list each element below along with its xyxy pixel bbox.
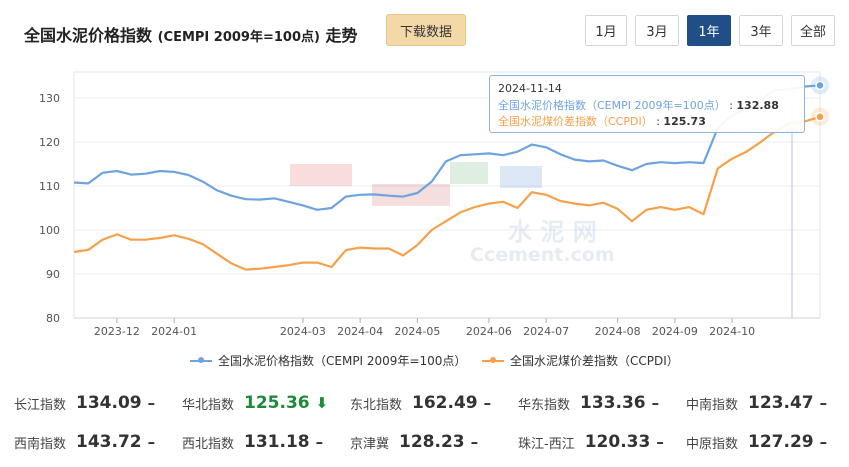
sub-index-name: 华东指数 [518, 397, 571, 413]
watermark-stripe-red [290, 164, 352, 186]
y-tick-label: 110 [39, 180, 60, 193]
header: 全国水泥价格指数 (CEMPI 2009年=100点) 走势 下载数据 1月 3… [0, 0, 849, 62]
sub-index-name: 珠江-西江 [518, 436, 575, 452]
sub-index-item[interactable]: 东北指数 162.49– [350, 390, 491, 416]
range-1y-button[interactable]: 1年 [687, 15, 731, 46]
trend-flat-icon: – [315, 433, 324, 451]
x-tick-label: 2024-01 [151, 325, 197, 338]
trend-flat-icon: – [656, 433, 664, 451]
sub-index-item[interactable]: 中南指数 123.47– [686, 390, 827, 416]
y-tick-label: 80 [46, 312, 60, 325]
sub-index-value: 125.36 [244, 393, 310, 413]
legend-label-cempi: 全国水泥价格指数（CEMPI 2009年=100点） [218, 354, 467, 368]
title-subtitle: (CEMPI 2009年=100点) [157, 30, 320, 45]
line-chart: 水 泥 网 Ccement.com 2023-12 2024-01 2024-03 2… [39, 71, 829, 338]
range-1m-button[interactable]: 1月 [585, 15, 627, 46]
legend-item-ccpdi[interactable]: 全国水泥煤价差指数（CCPDI） [482, 352, 679, 369]
legend-swatch-ccpdi [482, 356, 504, 363]
tooltip-row-cempi: 全国水泥价格指数（CEMPI 2009年=100点） : 132.88 [498, 99, 779, 112]
sub-index-panel: 长江指数 134.09– 华北指数 125.36 ⬇ 东北指数 162.49– 华东指数… [0, 384, 849, 464]
trend-flat-icon: – [470, 433, 479, 451]
tooltip-cempi-label: 全国水泥价格指数（CEMPI 2009年=100点） [498, 99, 726, 112]
chart-legend: 全国水泥价格指数（CEMPI 2009年=100点） 全国水泥煤价差指数（CCP… [0, 352, 849, 374]
x-tick-label: 2024-10 [709, 325, 755, 338]
x-tick-label: 2024-04 [337, 325, 383, 338]
x-tick-label: 2024-08 [595, 325, 641, 338]
sub-index-name: 长江指数 [14, 397, 67, 413]
trend-flat-icon: – [819, 433, 828, 451]
download-data-button[interactable]: 下载数据 [386, 14, 466, 46]
watermark-logo: 水 泥 网 Ccement.com [290, 162, 615, 266]
series-end-point [815, 80, 825, 91]
tooltip-row-ccpdi: 全国水泥煤价差指数（CCPDI） : 125.73 [498, 115, 706, 128]
trend-flat-icon: – [819, 394, 828, 412]
x-tick-label: 2023-12 [94, 325, 140, 338]
watermark-stripe-blue [500, 166, 542, 188]
chart-lines [73, 84, 821, 271]
tooltip-cempi-value: 132.88 [736, 99, 779, 112]
sub-index-name: 东北指数 [350, 397, 403, 413]
sub-index-name: 西北指数 [182, 436, 235, 452]
x-axis: 2023-12 2024-01 2024-03 2024-04 2024-05 2024-… [74, 317, 820, 338]
trend-flat-icon: – [483, 394, 492, 412]
trend-flat-icon: – [147, 394, 156, 412]
sub-index-value: 133.36 [580, 393, 646, 413]
series-end-point [815, 112, 825, 122]
legend-swatch-cempi [190, 356, 212, 363]
x-tick-label: 2024-09 [652, 325, 698, 338]
sub-index-item[interactable]: 中原指数 127.29– [686, 429, 827, 455]
sub-index-value: 162.49 [412, 393, 478, 413]
sub-index-value: 134.09 [76, 393, 142, 413]
tooltip-ccpdi-label: 全国水泥煤价差指数（CCPDI） [498, 115, 653, 128]
sub-index-item[interactable]: 西南指数 143.72– [14, 429, 155, 455]
x-tick-label: 2024-07 [523, 325, 569, 338]
y-tick-label: 130 [39, 92, 60, 105]
sub-index-item[interactable]: 西北指数 131.18– [182, 429, 323, 455]
sub-index-item[interactable]: 珠江-西江 120.33– [518, 429, 664, 455]
sub-index-value: 143.72 [76, 432, 142, 452]
trend-flat-icon: – [651, 394, 660, 412]
y-tick-label: 90 [46, 268, 60, 281]
y-axis: 80 90 100 110 120 130 [39, 92, 60, 325]
x-tick-label: 2024-06 [466, 325, 512, 338]
y-tick-label: 120 [39, 136, 60, 149]
range-3y-button[interactable]: 3年 [739, 15, 783, 46]
sub-index-name: 中原指数 [686, 436, 739, 452]
sub-index-item[interactable]: 京津冀 128.23– [350, 429, 478, 455]
y-tick-label: 100 [39, 224, 60, 237]
sub-index-value: 120.33 [584, 432, 651, 452]
sub-index-value: 131.18 [244, 432, 310, 452]
range-all-button[interactable]: 全部 [791, 15, 835, 46]
tooltip-ccpdi-value: 125.73 [663, 115, 706, 128]
sub-index-item[interactable]: 长江指数 134.09– [14, 390, 155, 416]
x-tick-label: 2024-03 [280, 325, 326, 338]
chart-tooltip: 2024-11-14 全国水泥价格指数（CEMPI 2009年=100点） : … [489, 75, 805, 133]
watermark-stripe-green [450, 162, 488, 184]
series-line-cempi [73, 84, 821, 211]
trend-down-arrow-icon: ⬇ [315, 394, 329, 412]
sub-index-item[interactable]: 华东指数 133.36– [518, 390, 659, 416]
sub-index-value: 123.47 [748, 393, 814, 413]
sub-index-item[interactable]: 华北指数 125.36 ⬇ [182, 390, 328, 416]
sub-index-value: 128.23 [399, 432, 465, 452]
title-text: 全国水泥价格指数 [24, 26, 153, 45]
series-line-ccpdi [73, 115, 821, 271]
sub-index-name: 西南指数 [14, 436, 67, 452]
watermark-text-cn: 水 泥 网 [508, 218, 597, 246]
trend-flat-icon: – [147, 433, 156, 451]
range-3m-button[interactable]: 3月 [635, 15, 679, 46]
legend-label-ccpdi: 全国水泥煤价差指数（CCPDI） [510, 354, 679, 368]
sub-index-name: 京津冀 [350, 436, 390, 452]
sub-index-value: 127.29 [748, 432, 814, 452]
watermark-text-en: Ccement.com [470, 244, 615, 266]
sub-index-name: 华北指数 [182, 397, 235, 413]
tooltip-date: 2024-11-14 [498, 82, 562, 95]
x-tick-label: 2024-05 [394, 325, 440, 338]
legend-item-cempi[interactable]: 全国水泥价格指数（CEMPI 2009年=100点） [190, 352, 466, 369]
sub-index-name: 中南指数 [686, 397, 739, 413]
title-trend-word: 走势 [325, 26, 358, 45]
page-title: 全国水泥价格指数 (CEMPI 2009年=100点) 走势 [24, 22, 358, 46]
